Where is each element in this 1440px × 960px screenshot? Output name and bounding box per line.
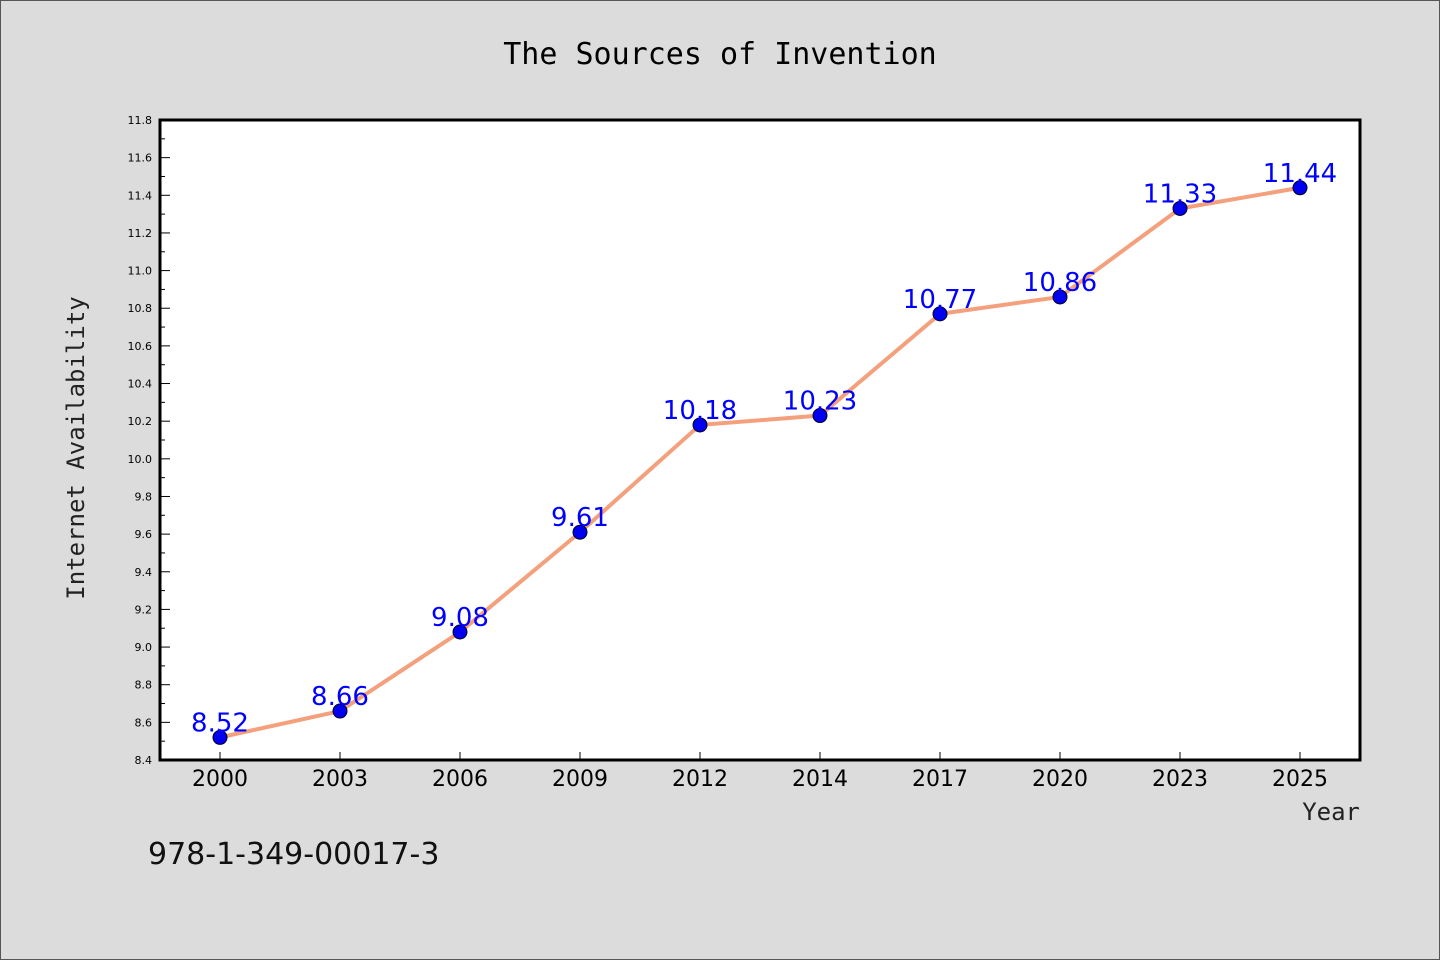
chart-title: The Sources of Invention (503, 37, 936, 72)
isbn-annotation: 978-1-349-00017-3 (148, 837, 439, 872)
y-tick-label: 10.0 (128, 453, 153, 466)
data-point (1292, 180, 1308, 196)
y-tick-label: 9.2 (135, 603, 153, 616)
x-axis: 2000 2003 2006 2009 2012 2014 2017 2020 2023 2025 (192, 752, 1328, 792)
data-point (452, 624, 468, 640)
data-label: 8.66 (311, 682, 369, 712)
y-tick-label: 8.6 (135, 716, 153, 729)
data-point (572, 524, 588, 540)
y-tick-label: 11.2 (128, 227, 153, 240)
x-tick-label: 2012 (672, 767, 728, 792)
y-tick-label: 8.8 (135, 679, 153, 692)
data-label: 11.44 (1263, 159, 1337, 189)
y-axis: 8.4 8.6 8.8 9.0 9.2 9.4 9.6 9.8 10.0 10.2 10.4 10.6… (128, 114, 170, 767)
data-point (812, 408, 828, 424)
y-tick-label: 10.6 (128, 340, 153, 353)
data-label: 11.33 (1143, 179, 1217, 209)
data-label: 8.52 (191, 708, 249, 738)
x-tick-label: 2006 (432, 767, 488, 792)
y-tick-label: 9.6 (135, 528, 153, 541)
data-point (1172, 200, 1188, 216)
y-tick-label: 9.0 (135, 641, 153, 654)
data-point (692, 417, 708, 433)
data-label: 10.23 (783, 387, 857, 417)
x-tick-label: 2014 (792, 767, 848, 792)
x-tick-label: 2023 (1152, 767, 1208, 792)
y-tick-label: 9.4 (135, 566, 153, 579)
y-tick-label: 9.8 (135, 490, 153, 503)
data-point (1052, 289, 1068, 305)
x-tick-label: 2000 (192, 767, 248, 792)
y-tick-label: 11.4 (128, 189, 153, 202)
data-point (212, 729, 228, 745)
series-layer (212, 180, 1308, 745)
y-tick-label: 10.2 (128, 415, 153, 428)
y-axis-label: Internet Availability (62, 296, 90, 599)
x-axis-label: Year (1302, 798, 1360, 826)
data-label: 10.77 (903, 285, 977, 315)
y-tick-label: 11.6 (128, 152, 153, 165)
series-line (218, 185, 1302, 740)
data-point (332, 703, 348, 719)
y-tick-label: 10.8 (128, 302, 153, 315)
data-label: 10.86 (1023, 268, 1097, 298)
y-tick-label: 10.4 (128, 378, 153, 391)
x-tick-label: 2025 (1272, 767, 1328, 792)
y-tick-label: 11.8 (128, 114, 153, 127)
x-tick-label: 2017 (912, 767, 968, 792)
x-tick-label: 2003 (312, 767, 368, 792)
x-tick-label: 2009 (552, 767, 608, 792)
data-label: 9.08 (431, 603, 489, 633)
data-point (932, 306, 948, 322)
data-label: 10.18 (663, 396, 737, 426)
data-label: 9.61 (551, 503, 609, 533)
x-tick-label: 2020 (1032, 767, 1088, 792)
data-label-layer: 8.52 8.66 9.08 9.61 10.18 10.23 10.77 10.86 11.3… (191, 159, 1337, 739)
y-tick-label: 8.4 (135, 754, 153, 767)
y-tick-label: 11.0 (128, 265, 153, 278)
plot-area (158, 118, 1362, 762)
